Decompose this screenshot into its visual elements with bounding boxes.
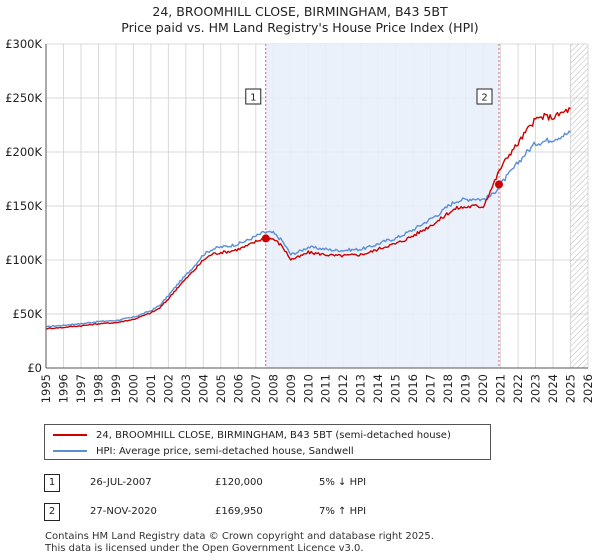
ownership-shading	[265, 44, 588, 368]
sale-label-1: 1	[250, 93, 256, 104]
sale-date: 26-JUL-2007	[90, 477, 152, 488]
legend-swatch-property	[53, 434, 87, 436]
x-tick-label: 2014	[371, 374, 385, 403]
sale-point-2	[495, 180, 504, 189]
x-tick-label: 2000	[126, 374, 140, 403]
x-tick-label: 1997	[74, 374, 88, 403]
footer-copyright: Contains HM Land Registry data © Crown c…	[45, 531, 434, 542]
y-tick-label: £150K	[5, 199, 42, 213]
x-tick-label: 2006	[231, 374, 245, 403]
x-tick-label: 2026	[581, 374, 595, 403]
legend-item-property: 24, BROOMHILL CLOSE, BIRMINGHAM, B43 5BT…	[53, 427, 451, 443]
x-tick-label: 2002	[161, 374, 175, 403]
x-tick-label: 2024	[546, 374, 560, 403]
x-tick-label: 2023	[529, 374, 543, 403]
sale-badge: 2	[44, 503, 60, 521]
y-tick-label: £50K	[13, 307, 43, 321]
sale-label-box-1	[245, 88, 262, 105]
y-tick-label: £100K	[5, 253, 42, 267]
x-tick-label: 1999	[109, 374, 123, 403]
chart-title: 24, BROOMHILL CLOSE, BIRMINGHAM, B43 5BT…	[0, 4, 600, 36]
sale-point-1	[261, 234, 270, 243]
x-tick-label: 2013	[354, 374, 368, 403]
y-tick-label: £300K	[5, 37, 42, 51]
x-tick-label: 2021	[494, 374, 508, 403]
x-tick-label: 2004	[196, 374, 210, 403]
y-tick-label: £0	[27, 361, 42, 375]
legend-label-property: 24, BROOMHILL CLOSE, BIRMINGHAM, B43 5BT…	[96, 429, 451, 441]
footer: Contains HM Land Registry data © Crown c…	[45, 531, 585, 555]
hpi-line	[45, 130, 572, 328]
legend-label-hpi: HPI: Average price, semi-detached house,…	[96, 445, 354, 457]
sale-hpi-change: 5% ↓ HPI	[319, 477, 367, 488]
sale-hpi-change: 7% ↑ HPI	[319, 506, 367, 517]
ownership-region	[265, 44, 500, 368]
sale-price: £169,950	[215, 506, 263, 517]
axes: £0 £50K £100K £150K £200K £250K £300K 1995 1996 1…	[5, 37, 595, 403]
x-tick-label: 1998	[91, 374, 105, 403]
x-tick-label: 2018	[441, 374, 455, 403]
series-layer	[45, 107, 572, 330]
x-tick-label: 2007	[249, 374, 263, 403]
x-tick-label: 2009	[284, 374, 298, 403]
x-tick-label: 2008	[266, 374, 280, 403]
x-tick-label: 2010	[301, 374, 315, 403]
x-tick-label: 1996	[56, 374, 70, 403]
y-tick-label: £200K	[5, 145, 42, 159]
sale-date: 27-NOV-2020	[90, 506, 157, 517]
x-tick-label: 2020	[476, 374, 490, 403]
x-tick-label: 2001	[144, 374, 158, 403]
title-line: 24, BROOMHILL CLOSE, BIRMINGHAM, B43 5BT	[152, 4, 448, 19]
x-tick-label: 2015	[389, 374, 403, 403]
x-tick-label: 2016	[406, 374, 420, 403]
sale-price: £120,000	[215, 477, 263, 488]
x-tick-label: 2022	[511, 374, 525, 403]
y-tick-label: £250K	[5, 91, 42, 105]
property-line	[45, 107, 571, 330]
x-tick-label: 2005	[214, 374, 228, 403]
sale-badge: 1	[44, 474, 60, 492]
x-tick-label: 2011	[319, 374, 333, 403]
footer-licence: This data is licensed under the Open Gov…	[45, 543, 364, 554]
forecast-hatch	[570, 44, 588, 368]
sale-label-2: 2	[481, 93, 487, 104]
x-tick-label: 2025	[564, 374, 578, 403]
x-tick-label: 2019	[459, 374, 473, 403]
x-tick-label: 2017	[424, 374, 438, 403]
x-tick-label: 2012	[336, 374, 350, 403]
subtitle-line: Price paid vs. HM Land Registry's House …	[121, 20, 479, 35]
sale-label-box-2	[476, 88, 493, 105]
legend: 24, BROOMHILL CLOSE, BIRMINGHAM, B43 5BT…	[44, 424, 491, 460]
x-tick-label: 2003	[179, 374, 193, 403]
legend-item-hpi: HPI: Average price, semi-detached house,…	[53, 443, 354, 459]
x-tick-label: 1995	[39, 374, 53, 403]
legend-swatch-hpi	[53, 450, 87, 452]
